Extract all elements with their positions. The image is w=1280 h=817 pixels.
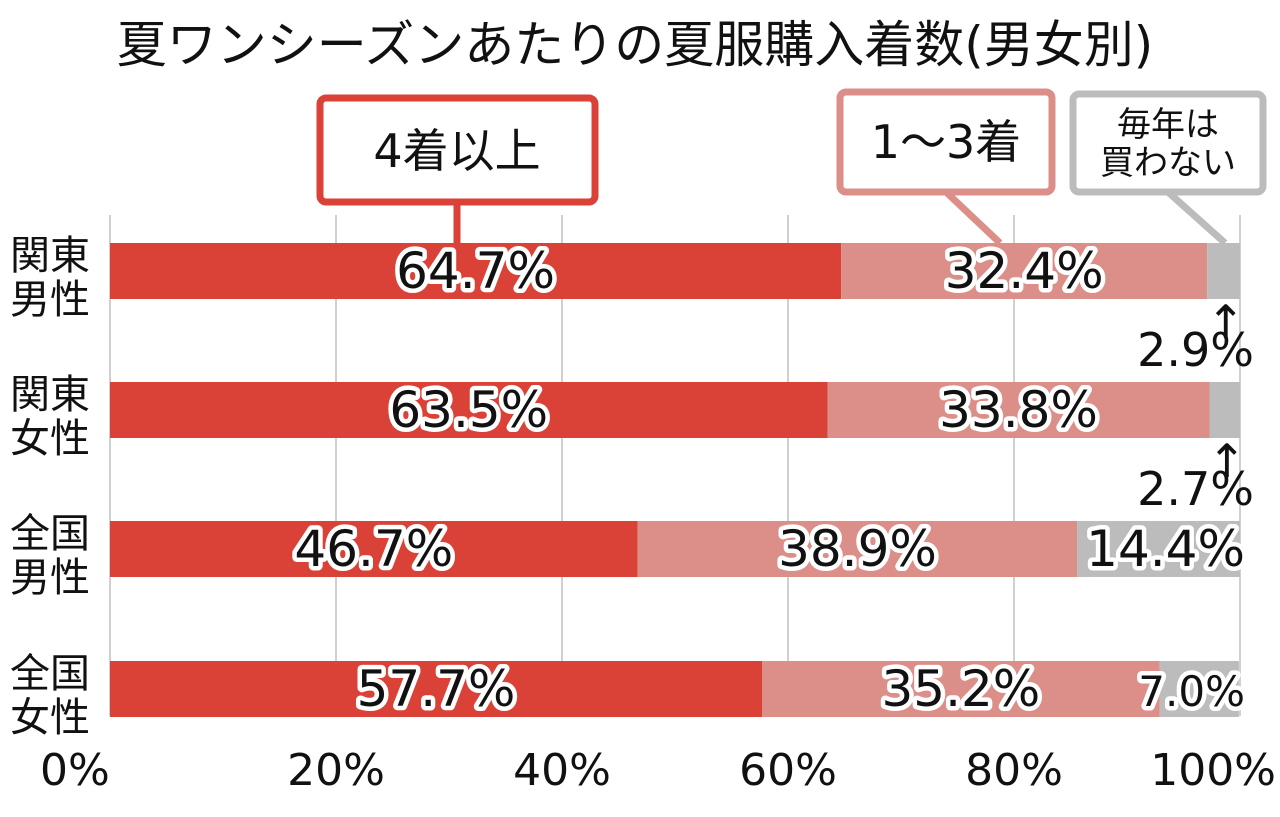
data-label: 33.8%: [939, 381, 1098, 439]
bar-segment: [110, 243, 842, 299]
data-label: 46.7%: [294, 520, 453, 578]
data-label: 63.5%: [389, 381, 548, 439]
data-label: 2.9%: [1137, 323, 1254, 377]
chart-title: 夏ワンシーズンあたりの夏服購入着数(男女別): [117, 16, 1154, 74]
x-tick-label: 80%: [965, 745, 1063, 796]
data-label: 7.0%: [1138, 667, 1245, 716]
bar-segment: [1159, 661, 1239, 717]
legend-connector: [1165, 189, 1228, 246]
legend: 4着以上 1〜3着 毎年は買わない: [316, 88, 1267, 246]
bar-segment: [827, 382, 1210, 438]
x-tick-label: 100%: [1150, 745, 1276, 796]
data-label: 32.4%: [945, 242, 1104, 300]
data-label: 2.7%: [1137, 462, 1254, 516]
category-label: 関東男性: [10, 233, 90, 323]
x-tick-label: 60%: [739, 745, 837, 796]
bar-segment: [1207, 243, 1240, 299]
bar-segment: [110, 521, 638, 577]
legend-label: 4着以上: [373, 124, 540, 178]
data-label: 14.4%: [1086, 520, 1245, 578]
pointer-arrow: ↑: [1206, 295, 1245, 349]
data-label: 64.7%: [396, 242, 555, 300]
bar-segment: [637, 521, 1078, 577]
bar-segment: [1209, 382, 1240, 438]
legend-label: 1〜3着: [871, 115, 1022, 169]
legend-connector: [943, 189, 1003, 246]
bar-segment: [762, 661, 1160, 717]
bar-segment: [110, 661, 763, 717]
bar-segment: [1077, 521, 1240, 577]
x-tick-label: 20%: [287, 745, 385, 796]
x-tick-label: 40%: [513, 745, 611, 796]
x-tick-label: 0%: [40, 745, 110, 796]
legend-label: 毎年は買わない: [1100, 105, 1236, 183]
data-label: 57.7%: [357, 660, 516, 718]
data-labels: 64.7% 32.4%↑2.9%63.5% 33.8%↑2.7%46.7% 38.9%…: [290, 238, 1254, 723]
bar-segment: [841, 243, 1208, 299]
bars: [110, 243, 1240, 717]
category-label: 関東女性: [10, 372, 90, 462]
x-axis-ticks: 0% 20% 40% 60% 80% 100%: [40, 745, 1276, 796]
category-label: 全国女性: [10, 651, 90, 741]
data-label: 35.2%: [881, 660, 1040, 718]
bar-segment: [110, 382, 828, 438]
category-label: 全国男性: [10, 511, 90, 601]
pointer-arrow: ↑: [1207, 434, 1246, 488]
data-label: 38.9%: [778, 520, 937, 578]
